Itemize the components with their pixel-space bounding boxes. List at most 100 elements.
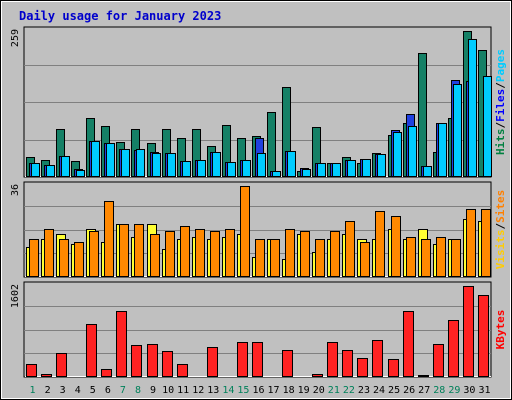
bar-kbytes-kbytes-day-10	[162, 351, 173, 377]
day-label-4: 4	[75, 385, 81, 396]
bar-visits-sites-day-5	[89, 231, 99, 277]
bar-visits-sites-day-15	[240, 186, 250, 277]
bar-visits-sites-day-6	[104, 201, 114, 277]
day-label-1: 1	[30, 385, 36, 396]
max-label-hits: 259	[10, 29, 21, 47]
bar-hits-pages-day-22	[347, 160, 356, 177]
side-label-hits: Hits/Files/Pages	[494, 49, 507, 155]
side-label-visits-part-0: Visits	[494, 230, 507, 270]
bar-visits-sites-day-13	[210, 231, 220, 277]
bar-hits-pages-day-1	[31, 163, 40, 177]
panel-kbytes: 1602 KBytes	[10, 281, 507, 378]
side-label-visits: Visits/Sites	[494, 190, 507, 270]
bar-hits-pages-day-5	[91, 141, 100, 177]
day-label-25: 25	[388, 385, 400, 396]
day-label-23: 23	[358, 385, 370, 396]
bar-visits-sites-day-18	[285, 229, 295, 277]
bar-kbytes-kbytes-day-30	[463, 286, 474, 377]
side-label-hits-part-3: /	[494, 82, 507, 89]
bar-visits-sites-day-26	[406, 237, 416, 277]
bar-hits-pages-day-18	[287, 151, 296, 177]
bar-kbytes-kbytes-day-22	[342, 350, 353, 377]
chart-panels: 259Hits/Files/Pages36Visits/Sites1602KBy…	[10, 26, 507, 378]
bar-kbytes-kbytes-day-5	[86, 324, 97, 377]
bar-hits-pages-day-7	[121, 149, 130, 177]
bar-hits-pages-day-4	[76, 170, 85, 177]
day-label-31: 31	[478, 385, 490, 396]
bar-kbytes-kbytes-day-31	[478, 295, 489, 377]
bar-kbytes-kbytes-day-11	[177, 364, 188, 377]
day-label-7: 7	[120, 385, 126, 396]
bar-kbytes-kbytes-day-7	[116, 311, 127, 377]
bar-visits-sites-day-1	[29, 239, 39, 277]
bar-hits-pages-day-15	[242, 160, 251, 177]
bar-kbytes-kbytes-day-15	[237, 342, 248, 377]
bar-visits-sites-day-21	[330, 231, 340, 277]
bar-hits-hits-day-17	[267, 112, 276, 177]
max-label-kbytes: 1602	[10, 284, 21, 308]
day-label-30: 30	[463, 385, 475, 396]
day-label-27: 27	[418, 385, 430, 396]
bar-visits-sites-day-28	[436, 237, 446, 277]
bar-kbytes-kbytes-day-9	[147, 344, 158, 377]
bar-visits-sites-day-3	[59, 239, 69, 277]
side-label-hits-part-4: Pages	[494, 49, 507, 82]
bar-hits-pages-day-25	[393, 132, 402, 177]
bar-hits-pages-day-30	[468, 39, 477, 177]
bar-visits-sites-day-11	[180, 226, 190, 277]
bar-kbytes-kbytes-day-13	[207, 347, 218, 377]
day-label-20: 20	[313, 385, 325, 396]
day-label-11: 11	[177, 385, 189, 396]
side-label-hits-part-2: Files	[494, 89, 507, 122]
side-label-hits-part-0: Hits	[494, 129, 507, 156]
day-label-16: 16	[252, 385, 264, 396]
bar-visits-sites-day-31	[481, 209, 491, 277]
side-label-hits-part-1: /	[494, 122, 507, 129]
bar-visits-sites-day-30	[466, 209, 476, 277]
bar-visits-sites-day-22	[345, 221, 355, 277]
bars-hits	[26, 31, 492, 177]
day-label-10: 10	[162, 385, 174, 396]
day-label-24: 24	[373, 385, 385, 396]
bar-visits-sites-day-19	[300, 231, 310, 277]
chart-title: Daily usage for January 2023	[19, 9, 221, 23]
day-label-18: 18	[283, 385, 295, 396]
bar-kbytes-kbytes-day-25	[388, 359, 399, 377]
bar-visits-sites-day-20	[315, 239, 325, 277]
day-label-15: 15	[237, 385, 249, 396]
bar-hits-pages-day-3	[61, 156, 70, 177]
bar-visits-sites-day-23	[360, 242, 370, 277]
bar-kbytes-kbytes-day-1	[26, 364, 37, 377]
bar-visits-sites-day-29	[451, 239, 461, 277]
day-label-22: 22	[343, 385, 355, 396]
bar-visits-sites-day-17	[270, 239, 280, 277]
bar-visits-sites-day-7	[119, 224, 129, 277]
bars-kbytes	[26, 286, 489, 377]
bar-hits-pages-day-2	[46, 165, 55, 177]
bar-hits-pages-day-14	[227, 162, 236, 177]
day-label-13: 13	[207, 385, 219, 396]
bar-hits-pages-day-24	[377, 154, 386, 177]
side-label-kbytes-part-0: KBytes	[494, 310, 507, 350]
day-label-17: 17	[268, 385, 280, 396]
day-label-26: 26	[403, 385, 415, 396]
bar-hits-pages-day-10	[167, 153, 176, 177]
bar-hits-pages-day-21	[332, 163, 341, 177]
bar-kbytes-kbytes-day-26	[403, 311, 414, 377]
day-axis: 1 2 3 4 5 6 7 8 9 10 11 12 13 14 15 16 17 18 19 20 21 22 23 24 2…	[30, 385, 491, 396]
bar-kbytes-kbytes-day-24	[372, 340, 383, 377]
bar-kbytes-kbytes-day-6	[101, 369, 112, 377]
side-label-kbytes: KBytes	[494, 310, 507, 350]
bar-visits-sites-day-4	[74, 242, 84, 277]
bar-visits-sites-day-24	[375, 211, 385, 277]
bar-kbytes-kbytes-day-3	[56, 353, 67, 377]
bar-hits-pages-day-23	[362, 159, 371, 177]
bars-visits	[26, 186, 491, 277]
bar-hits-pages-day-13	[212, 152, 221, 177]
bar-hits-pages-day-12	[197, 160, 206, 177]
day-label-28: 28	[433, 385, 445, 396]
bar-hits-pages-day-16	[257, 153, 266, 177]
day-label-29: 29	[448, 385, 460, 396]
